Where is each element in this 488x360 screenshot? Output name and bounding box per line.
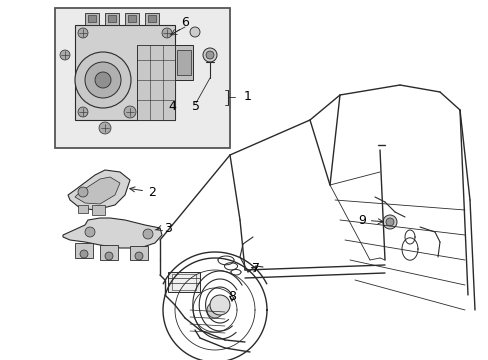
Circle shape (209, 295, 229, 315)
Circle shape (80, 250, 88, 258)
Polygon shape (85, 13, 99, 25)
Polygon shape (75, 177, 120, 204)
Circle shape (162, 28, 172, 38)
Polygon shape (148, 15, 156, 22)
Polygon shape (177, 50, 191, 75)
Circle shape (78, 107, 88, 117)
Polygon shape (78, 205, 88, 213)
Circle shape (142, 229, 153, 239)
Circle shape (135, 252, 142, 260)
Text: 1: 1 (244, 90, 251, 104)
Circle shape (382, 215, 396, 229)
Polygon shape (145, 13, 159, 25)
Circle shape (60, 50, 70, 60)
Text: 3: 3 (164, 221, 172, 234)
Text: 7: 7 (251, 261, 260, 274)
Polygon shape (63, 218, 162, 248)
Circle shape (95, 72, 111, 88)
Polygon shape (92, 205, 105, 215)
Circle shape (203, 48, 217, 62)
Polygon shape (108, 15, 116, 22)
Text: 8: 8 (227, 289, 236, 302)
Circle shape (105, 252, 113, 260)
Circle shape (78, 28, 88, 38)
Text: 9: 9 (357, 213, 383, 226)
Circle shape (206, 302, 223, 318)
Circle shape (124, 106, 136, 118)
Circle shape (385, 218, 393, 226)
Polygon shape (125, 13, 139, 25)
Text: 4: 4 (168, 100, 176, 113)
Polygon shape (88, 15, 96, 22)
Circle shape (85, 62, 121, 98)
Polygon shape (68, 170, 130, 210)
Circle shape (99, 122, 111, 134)
Polygon shape (128, 15, 136, 22)
Polygon shape (172, 274, 196, 290)
Polygon shape (105, 13, 119, 25)
Bar (55, 8, 229, 148)
Polygon shape (175, 45, 193, 80)
Text: 6: 6 (181, 15, 188, 28)
Circle shape (85, 227, 95, 237)
Polygon shape (75, 243, 93, 258)
Polygon shape (100, 245, 118, 260)
Polygon shape (137, 45, 175, 120)
Circle shape (75, 52, 131, 108)
Circle shape (78, 187, 88, 197)
Circle shape (205, 51, 214, 59)
Text: 5: 5 (192, 100, 200, 113)
Circle shape (190, 27, 200, 37)
Text: 2: 2 (129, 185, 156, 198)
Polygon shape (168, 272, 200, 292)
Polygon shape (75, 25, 175, 120)
Polygon shape (130, 246, 148, 260)
